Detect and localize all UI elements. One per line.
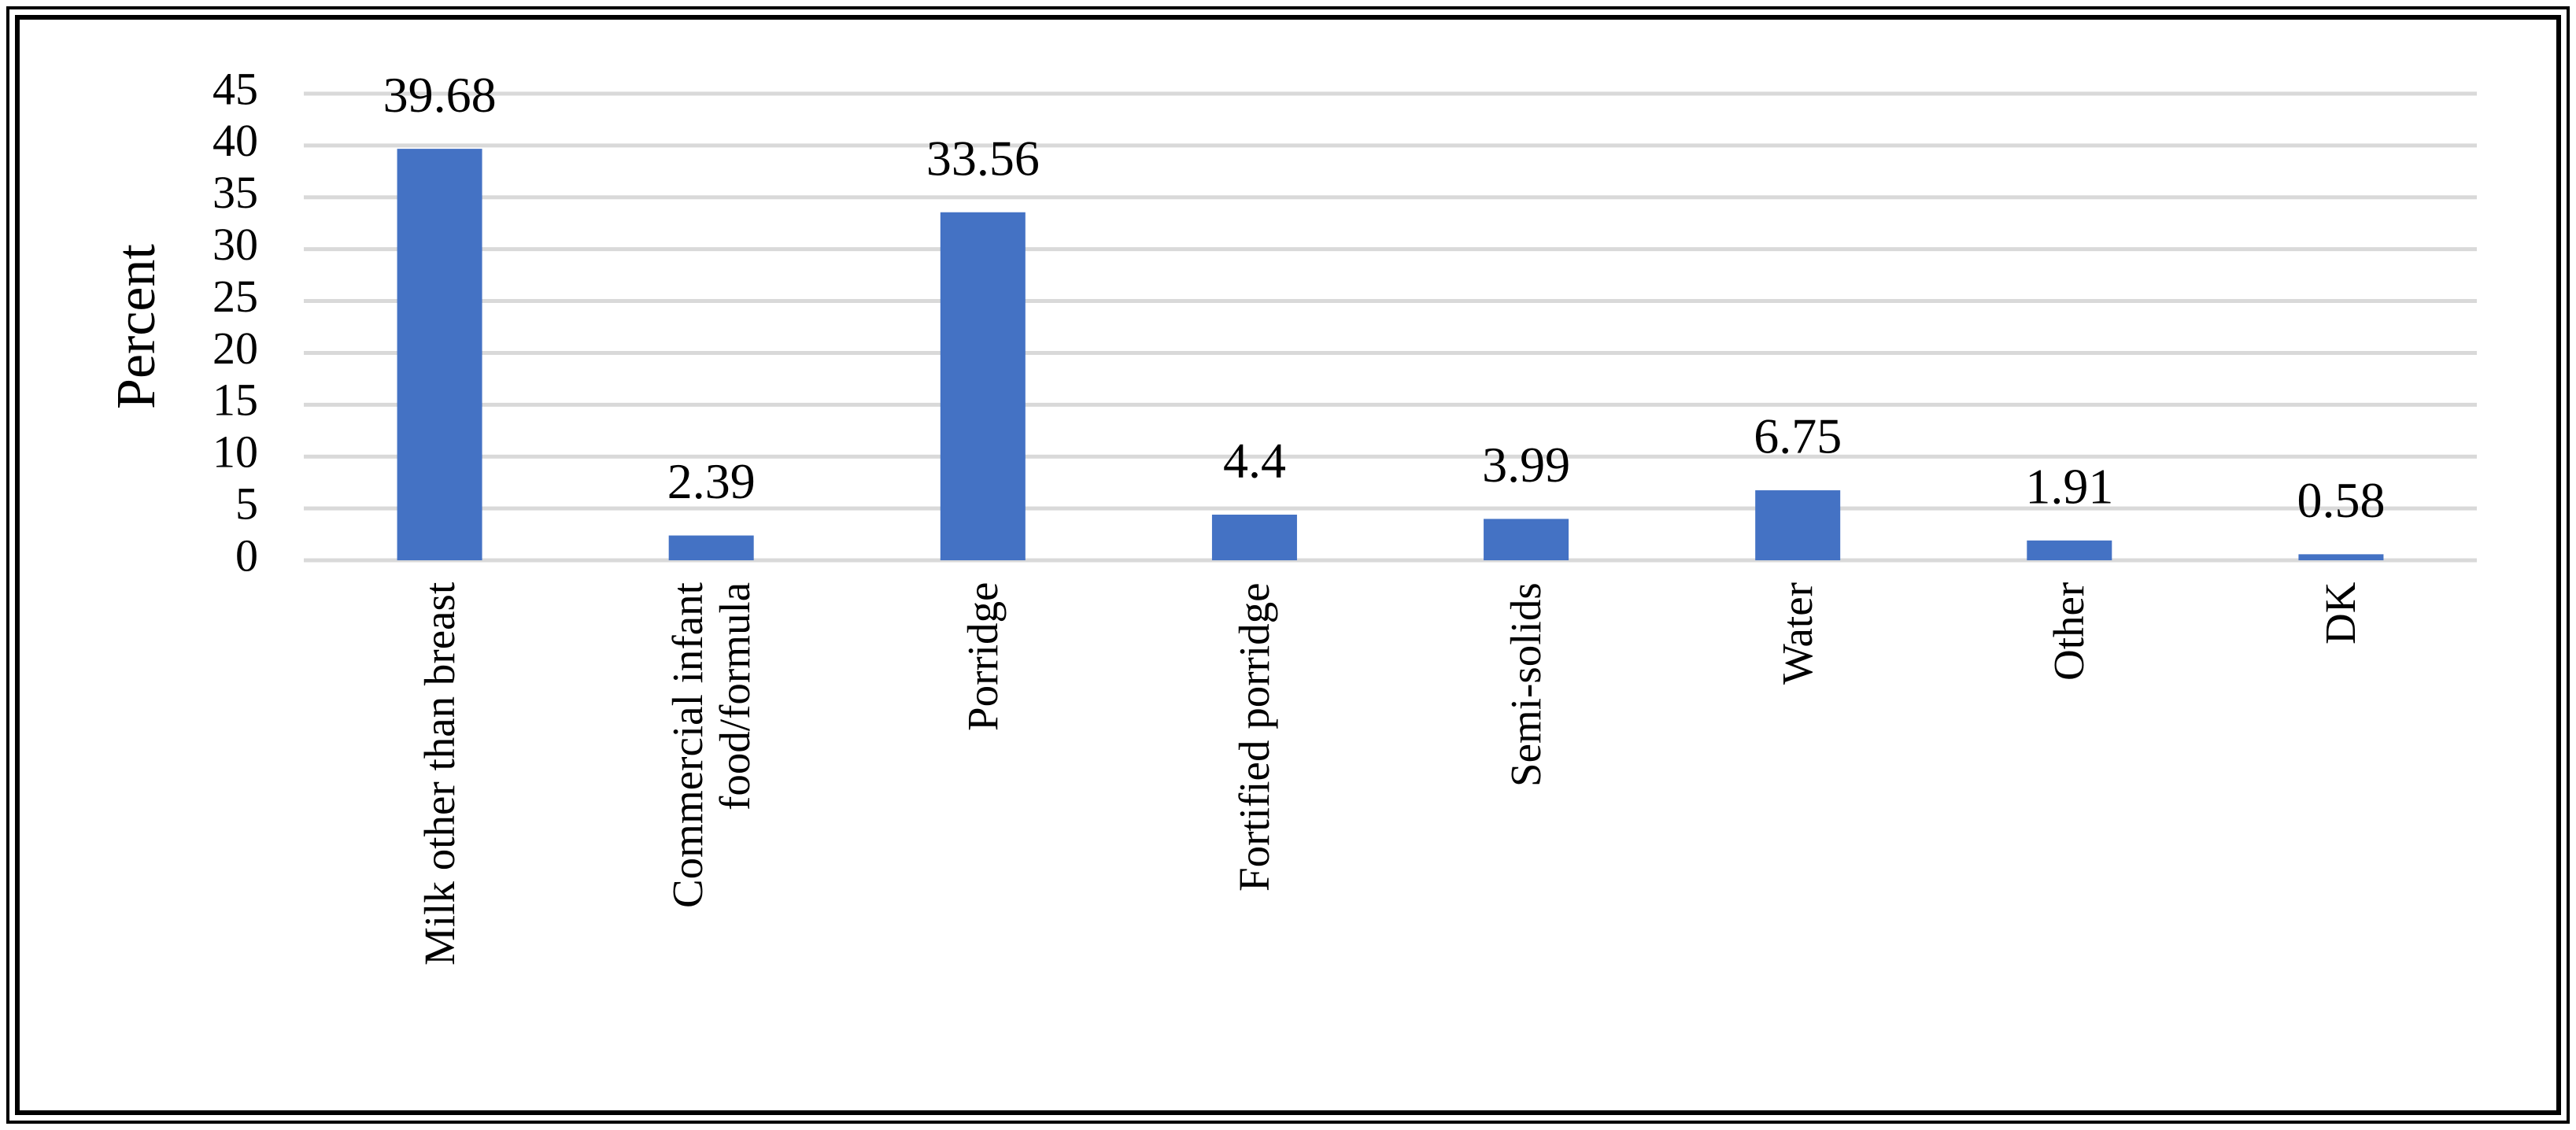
x-tick-label: Fortified porridge [1229,582,1278,892]
value-label: 3.99 [1482,437,1570,493]
y-tick-label: 25 [213,271,258,322]
bar [668,535,754,560]
x-tick-label: Semi-solids [1502,582,1550,787]
y-tick-label: 10 [213,427,258,478]
value-label: 39.68 [383,67,497,123]
y-tick-label: 30 [213,219,258,270]
x-tick-label: Other [2045,582,2094,681]
outer-border [6,6,2570,1124]
y-tick-label: 0 [235,530,258,581]
value-label: 6.75 [1754,408,1842,464]
x-tick-label: Porridge [958,582,1007,732]
y-tick-label: 45 [213,63,258,114]
y-tick-label: 15 [213,375,258,426]
bar [2027,540,2112,560]
inner-border [15,15,2561,1115]
y-axis-label: Percent [106,244,167,409]
bar [2298,554,2384,560]
x-tick-label: Commercial infant food/formula [663,582,759,908]
x-tick-label: Milk other than breast [415,582,464,966]
value-label: 0.58 [2297,472,2385,528]
value-label: 33.56 [926,130,1040,186]
bar [397,149,482,560]
value-label: 4.4 [1223,433,1286,489]
x-tick-label: DK [2316,582,2365,645]
value-label: 1.91 [2025,459,2113,515]
y-tick-label: 35 [213,167,258,218]
bar [1755,490,1841,560]
y-tick-label: 40 [213,115,258,166]
bar [1211,515,1297,560]
x-tick-label: Water [1773,582,1822,685]
bar [940,212,1026,560]
bar [1484,519,1569,560]
y-tick-label: 20 [213,323,258,374]
value-label: 2.39 [667,453,756,509]
y-tick-label: 5 [235,478,258,529]
